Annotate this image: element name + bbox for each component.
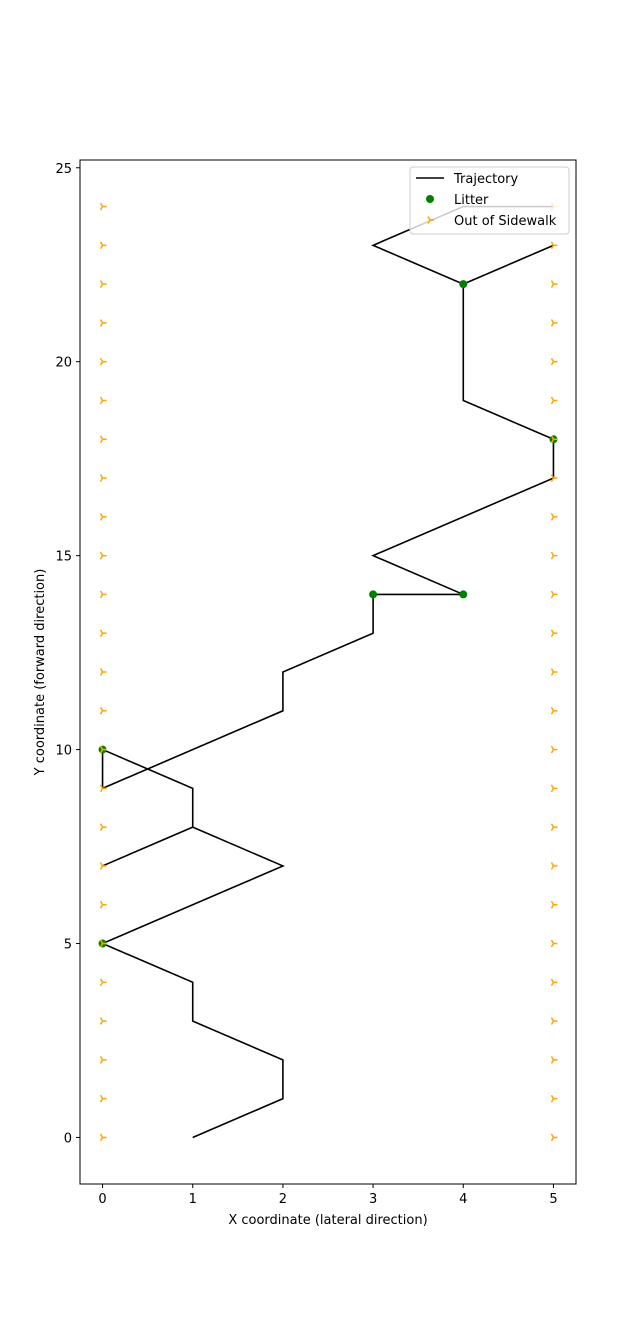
out-of-sidewalk-point (99, 1094, 107, 1103)
out-of-sidewalk-point (550, 513, 558, 521)
out-of-sidewalk-point (550, 474, 558, 482)
y-axis-label: Y coordinate (forward direction) (33, 569, 48, 777)
out-of-sidewalk-point (550, 706, 558, 715)
out-of-sidewalk-point (550, 939, 558, 948)
x-axis-label: X coordinate (lateral direction) (228, 1213, 427, 1228)
out-of-sidewalk-point (99, 629, 107, 638)
out-of-sidewalk-point (550, 1017, 558, 1025)
out-of-sidewalk-point (550, 357, 558, 366)
x-tick-label: 1 (189, 1192, 197, 1207)
y-tick-label: 20 (55, 356, 72, 371)
out-of-sidewalk-point (550, 1056, 558, 1064)
out-of-sidewalk-point (99, 551, 107, 560)
out-of-sidewalk-point (550, 1094, 558, 1103)
out-of-sidewalk-point (550, 668, 558, 676)
out-of-sidewalk-point (99, 1133, 107, 1142)
out-of-sidewalk-point (550, 590, 558, 599)
out-of-sidewalk-point (550, 900, 558, 909)
out-of-sidewalk-point (99, 513, 107, 521)
out-of-sidewalk-point (550, 629, 558, 638)
out-of-sidewalk-point (99, 862, 107, 870)
out-of-sidewalk-point (99, 474, 107, 482)
out-of-sidewalk-point (550, 862, 558, 870)
out-of-sidewalk-point (99, 784, 107, 793)
out-of-sidewalk-point (550, 280, 558, 288)
legend-box (409, 166, 570, 235)
out-of-sidewalk-point (99, 1017, 107, 1025)
y-tick-label: 10 (55, 744, 72, 759)
litter-point (369, 590, 378, 599)
legend-out-of-sidewalk-handle (427, 216, 434, 224)
y-tick-label: 0 (64, 1131, 72, 1146)
out-of-sidewalk-point (99, 900, 107, 909)
x-tick-label: 3 (369, 1192, 377, 1207)
out-of-sidewalk-point (99, 319, 107, 327)
x-tick-label: 2 (279, 1192, 287, 1207)
legend-label: Litter (454, 193, 489, 208)
y-tick-label: 25 (55, 162, 72, 177)
out-of-sidewalk-point (550, 435, 558, 444)
out-of-sidewalk-point (99, 939, 107, 948)
out-of-sidewalk-point (550, 784, 558, 793)
legend: Trajectory Litter Out of Sidewalk (409, 166, 570, 235)
legend-litter-handle (426, 195, 434, 203)
out-of-sidewalk-point (550, 319, 558, 327)
series-layer (98, 202, 558, 1142)
x-tick-label: 0 (98, 1192, 106, 1207)
litter-point (459, 280, 468, 289)
out-of-sidewalk-point (99, 1056, 107, 1064)
out-of-sidewalk-point (99, 590, 107, 599)
out-of-sidewalk-point (550, 745, 558, 754)
out-of-sidewalk-point (99, 357, 107, 366)
out-of-sidewalk-point (550, 978, 558, 987)
out-of-sidewalk-point (550, 1133, 558, 1142)
ticks-layer: 0 1 2 3 4 5 0 5 10 15 20 25 (55, 162, 557, 1207)
legend-label: Trajectory (453, 172, 518, 187)
out-of-sidewalk-point (99, 280, 107, 288)
out-of-sidewalk-point (550, 823, 558, 831)
out-of-sidewalk-point (550, 396, 558, 405)
legend-label: Out of Sidewalk (454, 214, 557, 229)
out-of-sidewalk-point (99, 706, 107, 715)
axes-frame (79, 159, 577, 1185)
x-tick-label: 4 (459, 1192, 467, 1207)
out-of-sidewalk-point (550, 241, 558, 250)
out-of-sidewalk-point (99, 435, 107, 444)
out-of-sidewalk-point (99, 396, 107, 405)
out-of-sidewalk-point (99, 241, 107, 250)
out-of-sidewalk-point (99, 978, 107, 987)
trajectory-line (100, 205, 555, 1139)
out-of-sidewalk-point (550, 551, 558, 560)
litter-point (459, 590, 468, 599)
out-of-sidewalk-point (99, 745, 107, 754)
y-tick-label: 5 (64, 938, 72, 953)
out-of-sidewalk-point (99, 668, 107, 676)
y-tick-label: 15 (55, 550, 72, 565)
out-of-sidewalk-point (99, 823, 107, 831)
x-tick-label: 5 (549, 1192, 557, 1207)
out-of-sidewalk-point (99, 202, 107, 211)
